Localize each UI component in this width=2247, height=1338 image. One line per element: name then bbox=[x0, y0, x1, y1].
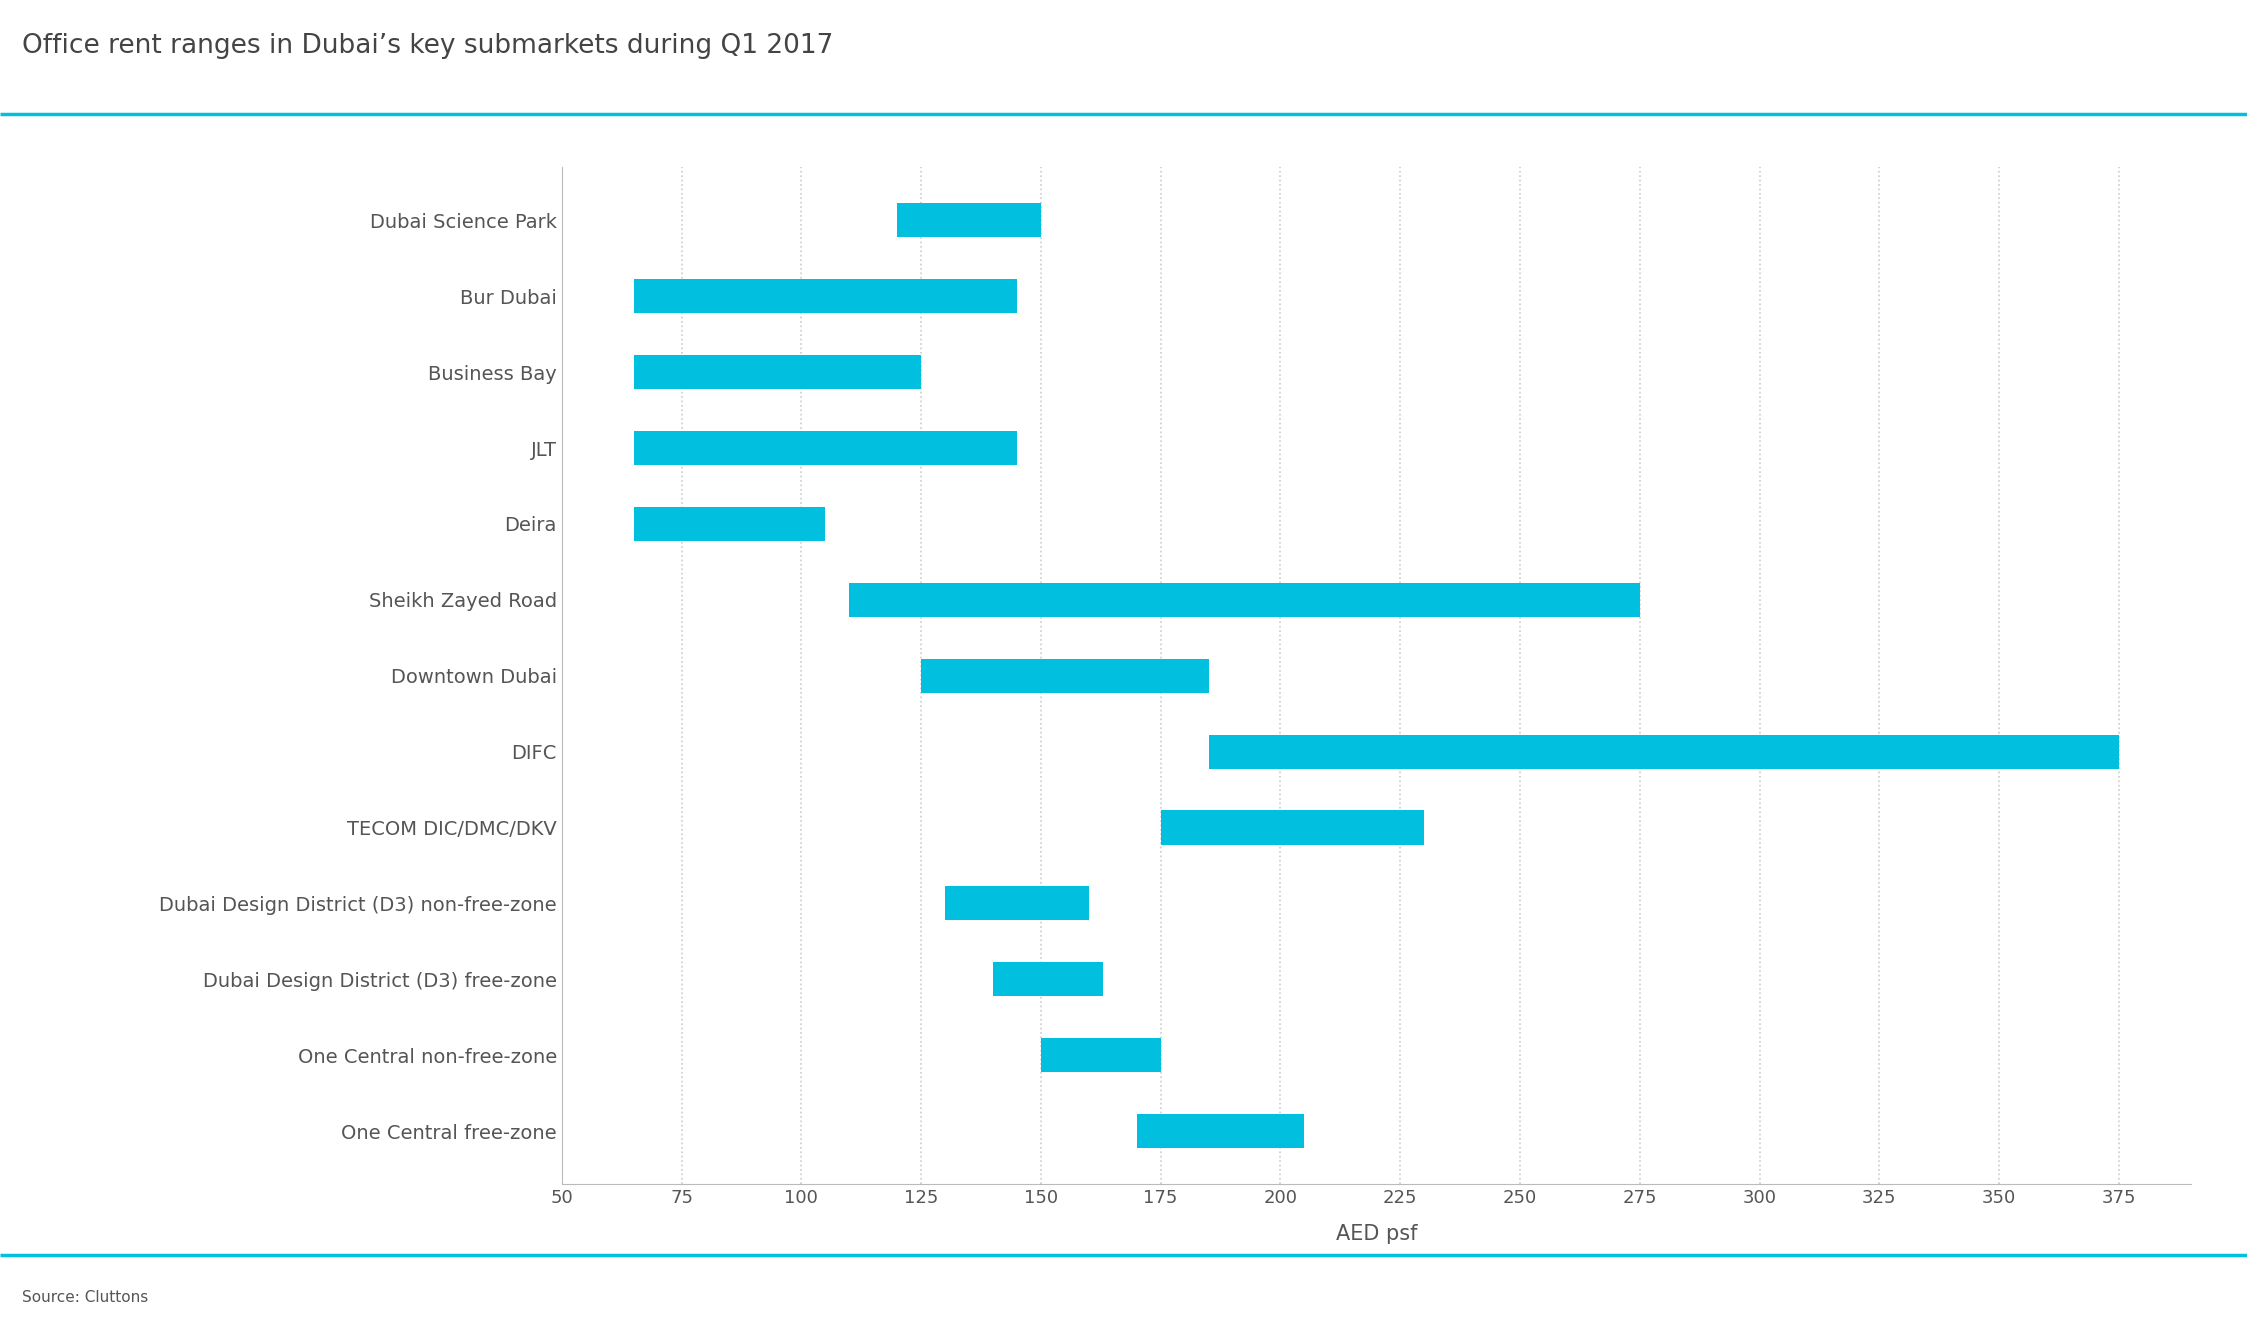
Bar bbox=[1137, 1115, 1306, 1148]
Bar bbox=[1209, 735, 2119, 768]
Bar bbox=[634, 355, 921, 389]
Bar bbox=[849, 583, 1640, 617]
Bar bbox=[946, 886, 1090, 921]
Bar bbox=[1040, 1038, 1162, 1072]
Text: Source: Cluttons: Source: Cluttons bbox=[22, 1290, 148, 1305]
X-axis label: AED psf: AED psf bbox=[1335, 1224, 1418, 1243]
Bar bbox=[634, 507, 825, 541]
Bar bbox=[897, 203, 1040, 237]
Bar bbox=[634, 431, 1018, 466]
Bar bbox=[634, 280, 1018, 313]
Bar bbox=[921, 658, 1209, 693]
Text: Office rent ranges in Dubai’s key submarkets during Q1 2017: Office rent ranges in Dubai’s key submar… bbox=[22, 33, 834, 59]
Bar bbox=[1162, 811, 1425, 844]
Bar bbox=[993, 962, 1103, 997]
